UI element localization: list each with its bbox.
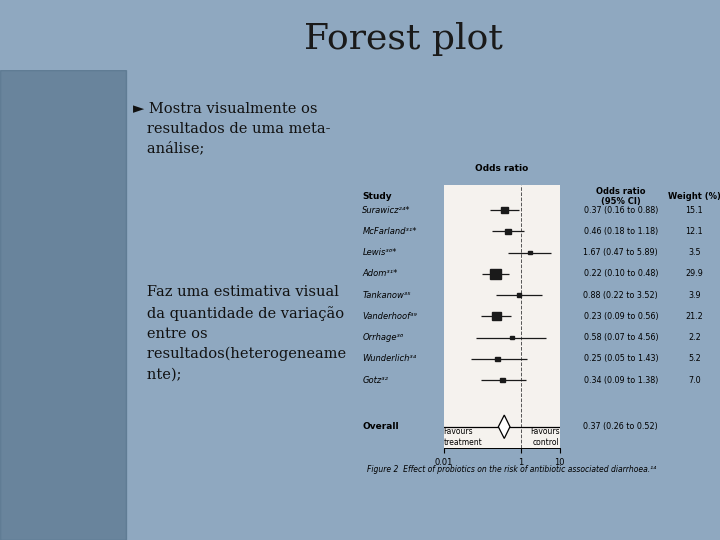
- Text: 0.23 (0.09 to 0.56): 0.23 (0.09 to 0.56): [583, 312, 658, 321]
- Text: Wunderlich³⁴: Wunderlich³⁴: [362, 354, 416, 363]
- Text: 0.88 (0.22 to 3.52): 0.88 (0.22 to 3.52): [583, 291, 658, 300]
- Text: 0.25 (0.05 to 1.43): 0.25 (0.05 to 1.43): [583, 354, 658, 363]
- Text: ► Mostra visualmente os
   resultados de uma meta-
   análise;: ► Mostra visualmente os resultados de um…: [133, 102, 331, 156]
- Text: McFarland³¹*: McFarland³¹*: [362, 227, 417, 236]
- Bar: [495, 357, 500, 361]
- Text: 3.5: 3.5: [688, 248, 701, 257]
- Bar: [501, 207, 508, 213]
- Text: Orrhage³⁶: Orrhage³⁶: [362, 333, 404, 342]
- Text: 21.2: 21.2: [685, 312, 703, 321]
- Text: Surawicz²⁴*: Surawicz²⁴*: [362, 206, 411, 214]
- Text: 0.46 (0.18 to 1.18): 0.46 (0.18 to 1.18): [584, 227, 658, 236]
- Text: 12.1: 12.1: [685, 227, 703, 236]
- Text: 0.37 (0.26 to 0.52): 0.37 (0.26 to 0.52): [583, 422, 658, 431]
- Text: Vanderhoof³⁹: Vanderhoof³⁹: [362, 312, 418, 321]
- Text: 2.2: 2.2: [688, 333, 701, 342]
- Bar: [517, 293, 521, 296]
- Bar: [490, 269, 501, 279]
- Text: Tankanow³⁵: Tankanow³⁵: [362, 291, 411, 300]
- Bar: [528, 251, 531, 254]
- Text: Weight (%): Weight (%): [668, 192, 720, 201]
- Text: 0.34 (0.09 to 1.38): 0.34 (0.09 to 1.38): [584, 375, 658, 384]
- Text: Odds ratio
(95% CI): Odds ratio (95% CI): [596, 186, 646, 206]
- Text: Favours
control: Favours control: [530, 427, 559, 447]
- Text: Figure 2  Effect of probiotics on the risk of antibiotic associated diarrhoea.¹⁴: Figure 2 Effect of probiotics on the ris…: [367, 465, 656, 474]
- Text: Gotz³²: Gotz³²: [362, 375, 388, 384]
- Text: Lewis³⁶*: Lewis³⁶*: [362, 248, 397, 257]
- Text: 1.67 (0.47 to 5.89): 1.67 (0.47 to 5.89): [583, 248, 658, 257]
- Text: Study: Study: [362, 192, 392, 201]
- Text: 0.58 (0.07 to 4.56): 0.58 (0.07 to 4.56): [583, 333, 658, 342]
- Text: 29.9: 29.9: [685, 269, 703, 278]
- Bar: [505, 228, 511, 234]
- Bar: [500, 378, 505, 382]
- Text: 15.1: 15.1: [685, 206, 703, 214]
- Text: Faz uma estimativa visual
   da quantidade de variação
   entre os
   resultados: Faz uma estimativa visual da quantidade …: [133, 285, 346, 381]
- Text: Adom³¹*: Adom³¹*: [362, 269, 397, 278]
- Bar: [492, 312, 500, 320]
- Text: Favours
treatment: Favours treatment: [444, 427, 482, 447]
- Text: Forest plot: Forest plot: [304, 22, 503, 56]
- Text: 0.22 (0.10 to 0.48): 0.22 (0.10 to 0.48): [584, 269, 658, 278]
- Text: 5.2: 5.2: [688, 354, 701, 363]
- Bar: [510, 336, 513, 339]
- Text: 3.9: 3.9: [688, 291, 701, 300]
- Text: 7.0: 7.0: [688, 375, 701, 384]
- Text: 0.37 (0.16 to 0.88): 0.37 (0.16 to 0.88): [584, 206, 658, 214]
- Text: Overall: Overall: [362, 422, 399, 431]
- Bar: [0, 70, 126, 540]
- Polygon shape: [498, 415, 510, 438]
- Text: Odds ratio: Odds ratio: [475, 164, 528, 173]
